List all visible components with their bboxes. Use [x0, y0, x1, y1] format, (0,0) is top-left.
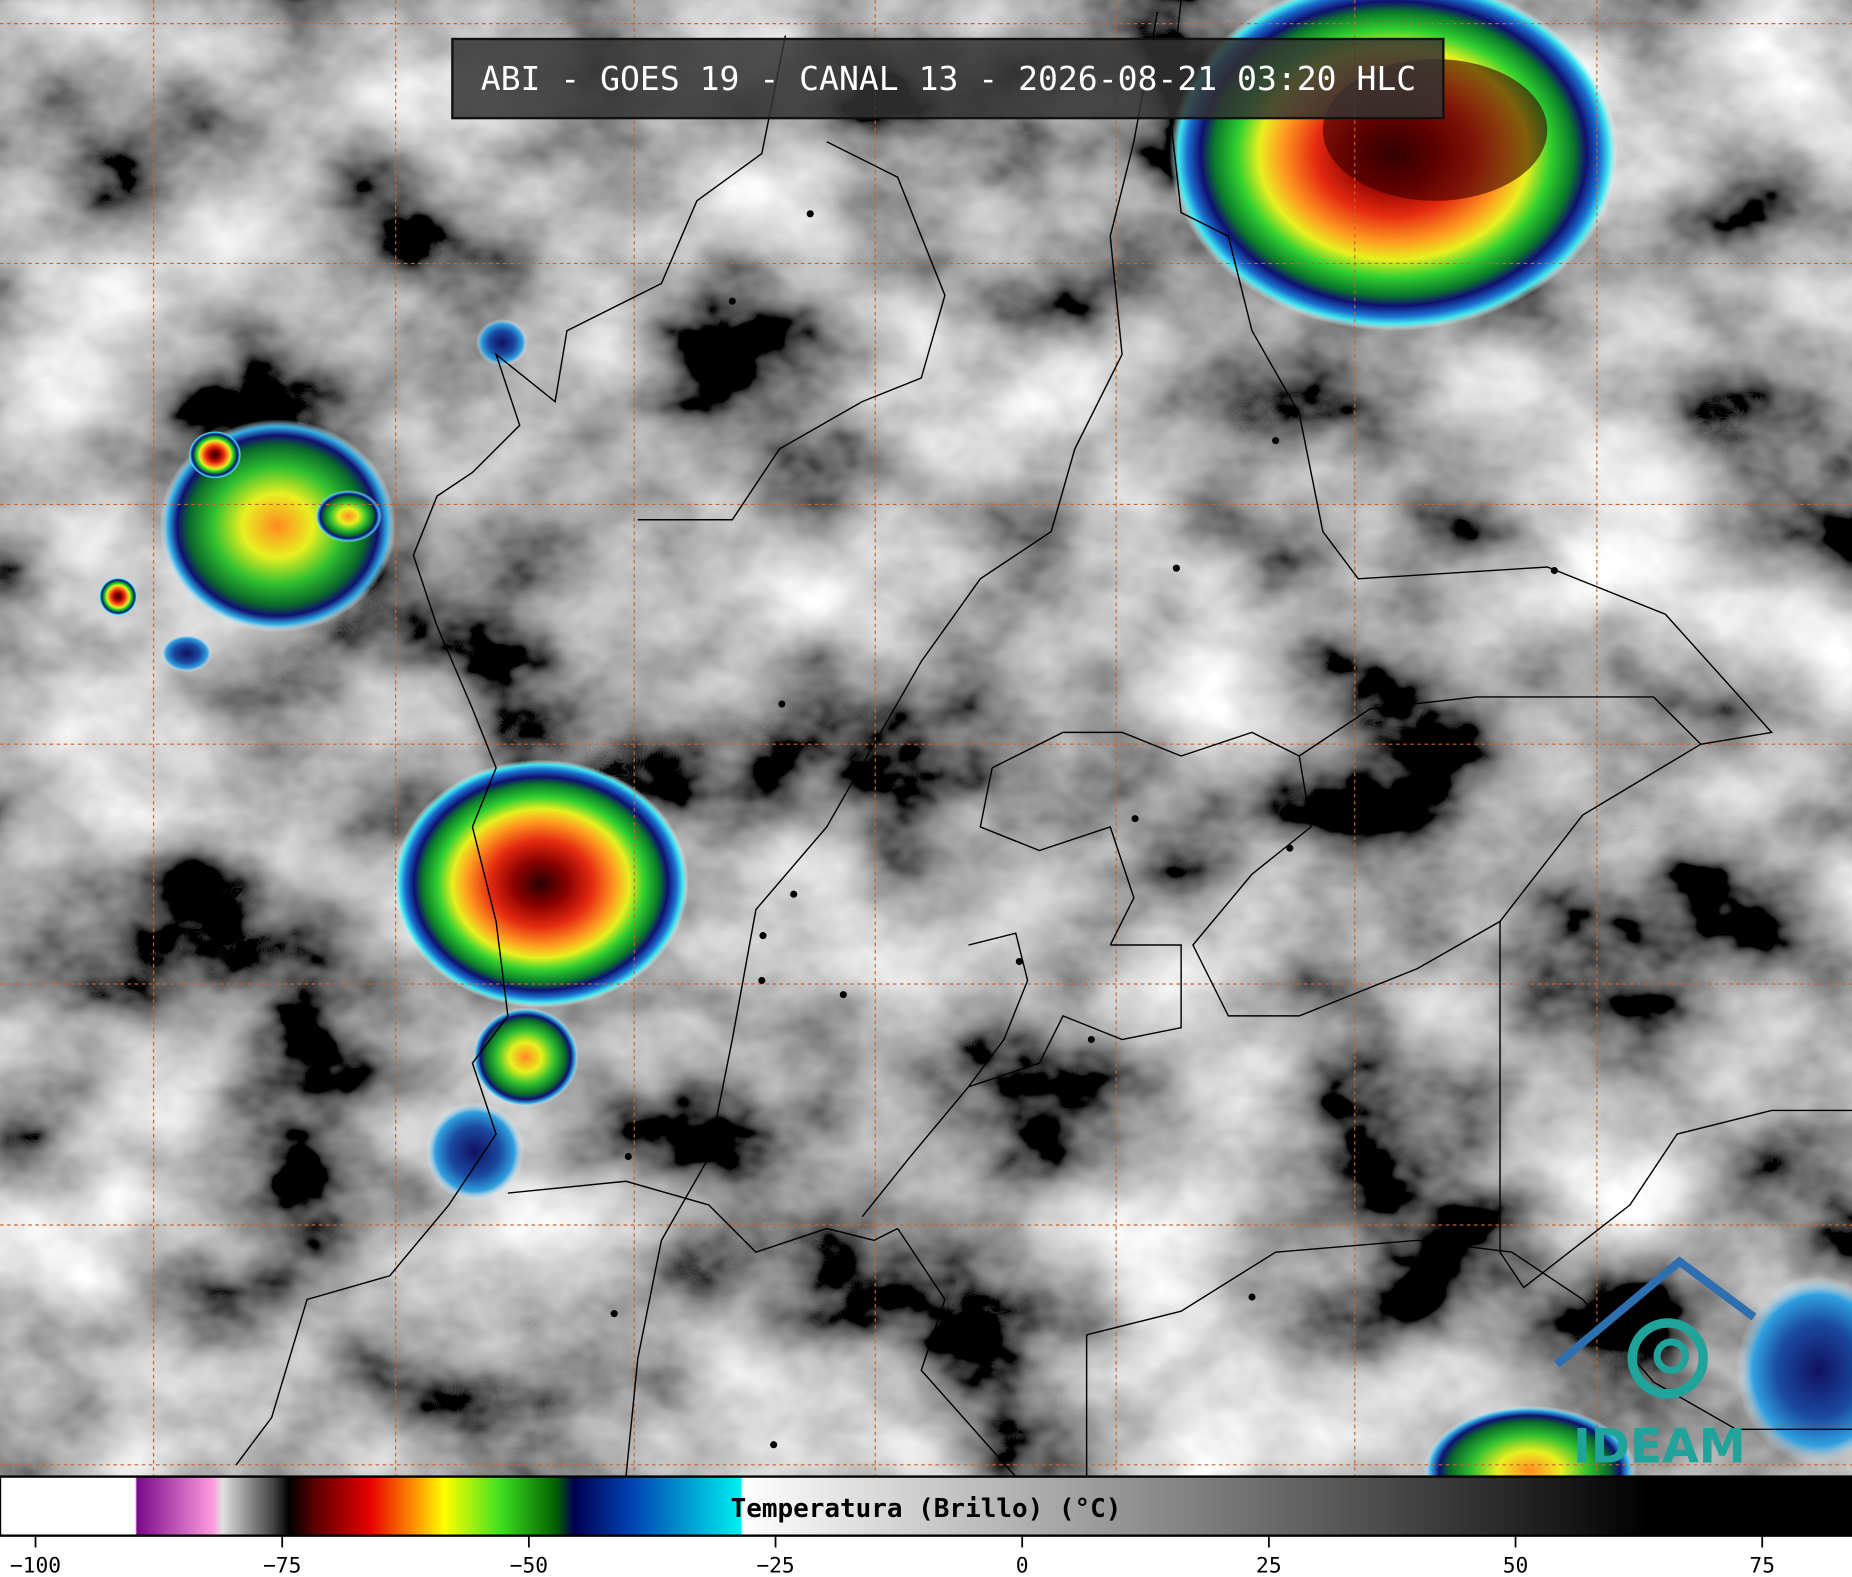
city — [1087, 1035, 1095, 1044]
city — [728, 297, 736, 305]
city — [759, 932, 767, 940]
city — [1015, 958, 1023, 966]
colorbar: Temperatura (Brillo) (°C) −100 −75 −50 −25 0… — [0, 1475, 1852, 1577]
graticule — [0, 0, 1852, 1477]
colorbar-gradient — [0, 1475, 1852, 1537]
tick-label: −50 — [510, 1553, 548, 1577]
city — [624, 1152, 632, 1161]
national-border — [1168, 0, 1774, 1017]
logo-swirl — [1627, 1318, 1708, 1399]
colorbar-label: Temperatura (Brillo) (°C) — [731, 1494, 1122, 1524]
city — [610, 1310, 618, 1318]
storm-cell — [1736, 1275, 1852, 1465]
city — [758, 976, 766, 985]
storm-cell — [472, 1007, 579, 1107]
department-border — [897, 1228, 1088, 1478]
department-border — [507, 1180, 898, 1253]
title-background — [451, 37, 1445, 120]
city — [1272, 437, 1280, 445]
logo-text: IDEAM — [1573, 1419, 1746, 1474]
city — [1172, 564, 1180, 572]
city — [778, 700, 786, 708]
cities — [610, 210, 1558, 1449]
storm-cell — [99, 577, 138, 616]
title: ABI - GOES 19 - CANAL 13 - 2026-08-21 03… — [481, 59, 1417, 98]
national-border — [1086, 1239, 1852, 1431]
storm-cell — [315, 490, 382, 543]
department-border — [625, 11, 1159, 1477]
department-border — [637, 141, 946, 521]
storm-cell — [425, 1102, 525, 1202]
department-border — [861, 932, 1029, 1218]
tick-label: −100 — [10, 1553, 61, 1577]
logo-swirl — [1653, 1338, 1690, 1374]
city — [824, 1234, 832, 1242]
tick-label: 25 — [1256, 1553, 1282, 1577]
city — [790, 890, 798, 898]
city — [1286, 844, 1294, 852]
national-border — [1499, 921, 1852, 1289]
city — [1248, 1293, 1256, 1301]
department-border — [979, 731, 1300, 946]
meridians — [152, 0, 1598, 1477]
department-border — [968, 944, 1182, 1088]
coastline — [235, 35, 787, 1466]
storm-cell — [475, 318, 528, 367]
storm-cell — [188, 431, 241, 479]
tick-label: 50 — [1503, 1553, 1529, 1577]
city — [839, 991, 847, 999]
storm-cell — [160, 634, 213, 673]
title-box: ABI - GOES 19 - CANAL 13 - 2026-08-21 03… — [451, 37, 1445, 120]
storm-cell — [393, 759, 689, 1008]
ideam-logo: IDEAM — [1554, 1256, 1757, 1474]
city — [1131, 815, 1139, 823]
tick-label: −75 — [263, 1553, 301, 1577]
logo-roof — [1554, 1256, 1757, 1368]
city — [806, 210, 814, 218]
tick-label: −25 — [756, 1553, 794, 1577]
city — [1550, 567, 1558, 575]
tick-label: 75 — [1749, 1553, 1775, 1577]
borders — [235, 0, 1852, 1478]
tick-label: 0 — [1016, 1553, 1029, 1577]
city — [770, 1441, 778, 1449]
